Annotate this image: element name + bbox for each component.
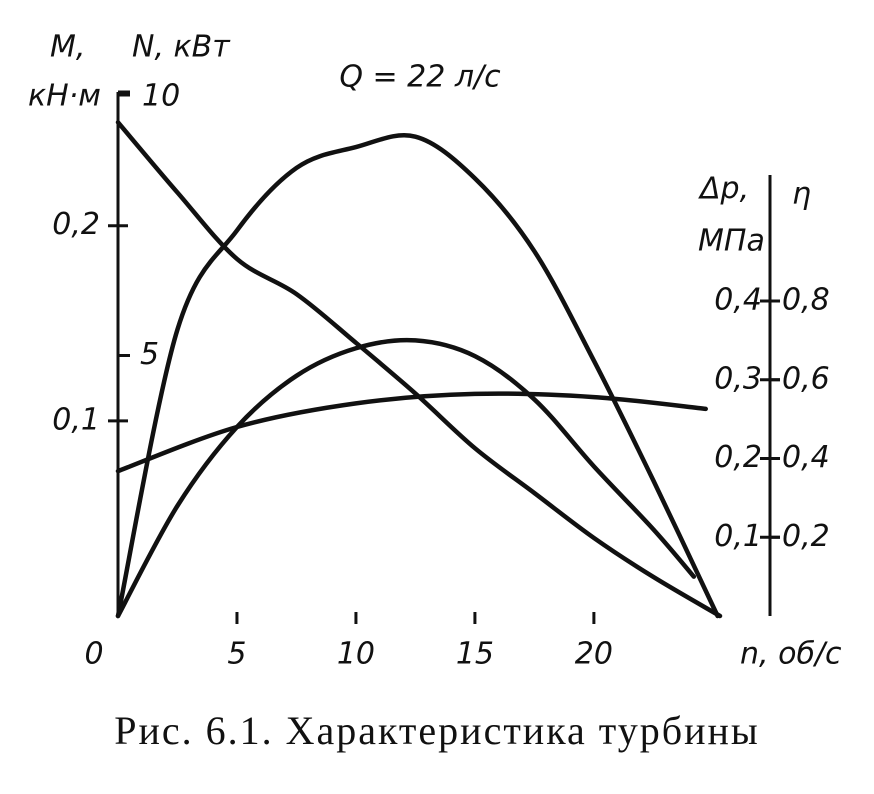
- curve: [115, 133, 720, 619]
- eta-tick-label: 0,4: [782, 440, 830, 475]
- curve: [115, 391, 708, 474]
- x-tick-label: 15: [456, 637, 494, 672]
- curve: [115, 337, 697, 619]
- N-tick-label: 5: [140, 337, 159, 372]
- M-tick-label: 0,1: [52, 402, 100, 437]
- n-axis-label: N, кВт: [132, 30, 231, 65]
- dp-axis-unit: МПа: [698, 224, 765, 259]
- eta-tick-label: 0,8: [782, 283, 830, 318]
- eta-tick-label: 0,2: [782, 519, 830, 554]
- x-tick-label: 20: [575, 637, 613, 672]
- dp-tick-label: 0,3: [714, 361, 762, 396]
- dp-tick-label: 0,1: [714, 519, 762, 554]
- x-tick-label: 0: [84, 637, 103, 672]
- m-axis-label: M,: [50, 30, 85, 65]
- dp-axis-label: Δp,: [698, 172, 749, 207]
- eta-axis-label: η: [792, 177, 811, 212]
- dp-tick-label: 0,2: [714, 440, 762, 475]
- M-tick-label: 0,2: [52, 207, 100, 242]
- eta-tick-label: 0,6: [782, 361, 830, 396]
- m-axis-unit: кН·м: [28, 79, 101, 114]
- curve: [115, 120, 723, 619]
- caption: Рис. 6.1. Характеристика турбины: [114, 708, 760, 753]
- dp-tick-label: 0,4: [714, 283, 762, 318]
- x-axis-label: n, об/с: [740, 637, 842, 672]
- x-tick-label: 5: [227, 637, 246, 672]
- N-tick-label: 10: [142, 79, 180, 114]
- x-tick-label: 10: [337, 637, 375, 672]
- chart-title: Q = 22 л/с: [339, 60, 501, 95]
